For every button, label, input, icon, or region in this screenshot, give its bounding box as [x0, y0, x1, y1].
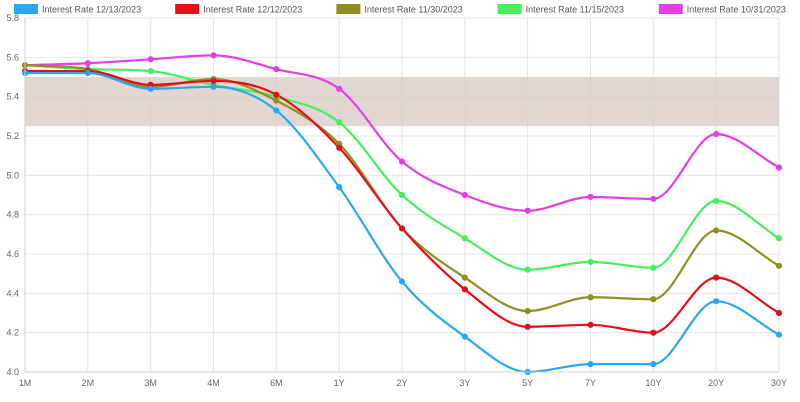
data-point: [273, 91, 280, 98]
data-point: [210, 77, 217, 85]
data-point: [650, 296, 657, 303]
data-point: [650, 361, 657, 368]
data-point: [650, 264, 657, 271]
data-point: [524, 307, 531, 315]
x-tick-label: 3Y: [459, 378, 470, 388]
legend-swatch: [336, 4, 361, 14]
data-point: [461, 191, 468, 199]
legend-swatch: [497, 4, 522, 14]
data-point: [147, 85, 154, 92]
x-tick-label: 2M: [82, 378, 95, 388]
y-tick-label: 5.8: [6, 13, 19, 23]
data-point: [461, 235, 468, 242]
data-point: [713, 130, 720, 138]
legend-swatch: [14, 4, 38, 14]
y-tick-label: 4.8: [6, 210, 19, 220]
data-point: [461, 333, 468, 340]
data-point: [524, 266, 531, 273]
legend-label: Interest Rate 11/15/2023: [526, 5, 624, 15]
x-tick-label: 6M: [270, 378, 283, 388]
data-point: [775, 235, 783, 242]
data-point: [336, 184, 343, 191]
data-point: [713, 197, 720, 204]
data-point: [84, 69, 91, 77]
data-point: [336, 85, 343, 92]
y-tick-label: 5.6: [6, 52, 19, 62]
legend-label: Interest Rate 12/12/2023: [203, 5, 302, 15]
data-point: [336, 119, 343, 126]
data-point: [713, 274, 720, 281]
x-tick-label: 1Y: [334, 378, 345, 388]
data-point: [587, 361, 594, 368]
y-tick-label: 4.4: [6, 288, 19, 298]
series-line: [23, 54, 781, 212]
data-point: [210, 52, 217, 59]
y-axis: 4.0 4.2 4.4 4.6 4.8 5.0 5.2 5.4 5.6 5.8: [6, 13, 26, 377]
data-point: [524, 207, 531, 214]
data-point: [775, 164, 783, 171]
data-point: [775, 262, 783, 269]
y-tick-label: 4.2: [6, 328, 19, 338]
x-tick-label: 7Y: [585, 378, 596, 388]
data-point: [461, 274, 468, 281]
y-tick-label: 5.0: [6, 170, 19, 180]
y-tick-label: 4.0: [6, 367, 19, 377]
data-point: [398, 191, 406, 199]
data-point: [273, 66, 280, 73]
x-tick-label: 1M: [19, 378, 32, 388]
legend-label: Interest Rate 12/13/2023: [42, 5, 141, 15]
x-tick-label: 5Y: [522, 378, 533, 388]
y-tick-label: 4.6: [6, 249, 19, 259]
y-tick-label: 5.4: [6, 92, 19, 102]
data-point: [713, 227, 720, 234]
data-point: [147, 68, 154, 75]
legend-label: Interest Rate 10/31/2023: [687, 5, 786, 15]
data-point: [398, 158, 406, 165]
data-point: [524, 323, 531, 330]
data-point: [713, 298, 720, 305]
data-point: [147, 56, 154, 63]
data-point: [650, 329, 657, 336]
x-tick-label: 4M: [207, 378, 220, 388]
data-point: [336, 144, 343, 151]
legend-swatch: [658, 4, 683, 14]
x-tick-label: 30Y: [771, 378, 787, 388]
x-tick-label: 2Y: [396, 378, 407, 388]
data-point: [775, 309, 783, 317]
data-point: [587, 258, 594, 265]
legend-label: Interest Rate 11/30/2023: [364, 5, 462, 15]
data-point: [587, 294, 594, 301]
data-point: [775, 331, 783, 338]
data-point: [398, 225, 406, 232]
data-point: [587, 193, 594, 201]
data-point: [650, 195, 657, 203]
legend-swatch: [175, 4, 200, 14]
data-point: [84, 60, 91, 67]
x-axis: 1M 2M 3M 4M 6M 1Y 2Y 3Y 5Y 7Y 10Y 20Y 30Y: [19, 371, 787, 388]
y-tick-label: 5.2: [6, 131, 19, 141]
x-tick-label: 10Y: [645, 378, 661, 388]
x-tick-label: 20Y: [708, 378, 724, 388]
data-point: [210, 83, 217, 90]
data-point: [398, 278, 406, 285]
legend: Interest Rate 12/13/2023 Interest Rate 12…: [14, 4, 786, 15]
data-point: [587, 321, 594, 328]
data-point: [461, 286, 468, 293]
data-point: [273, 107, 280, 114]
x-tick-label: 3M: [144, 378, 157, 388]
data-point: [273, 97, 280, 104]
